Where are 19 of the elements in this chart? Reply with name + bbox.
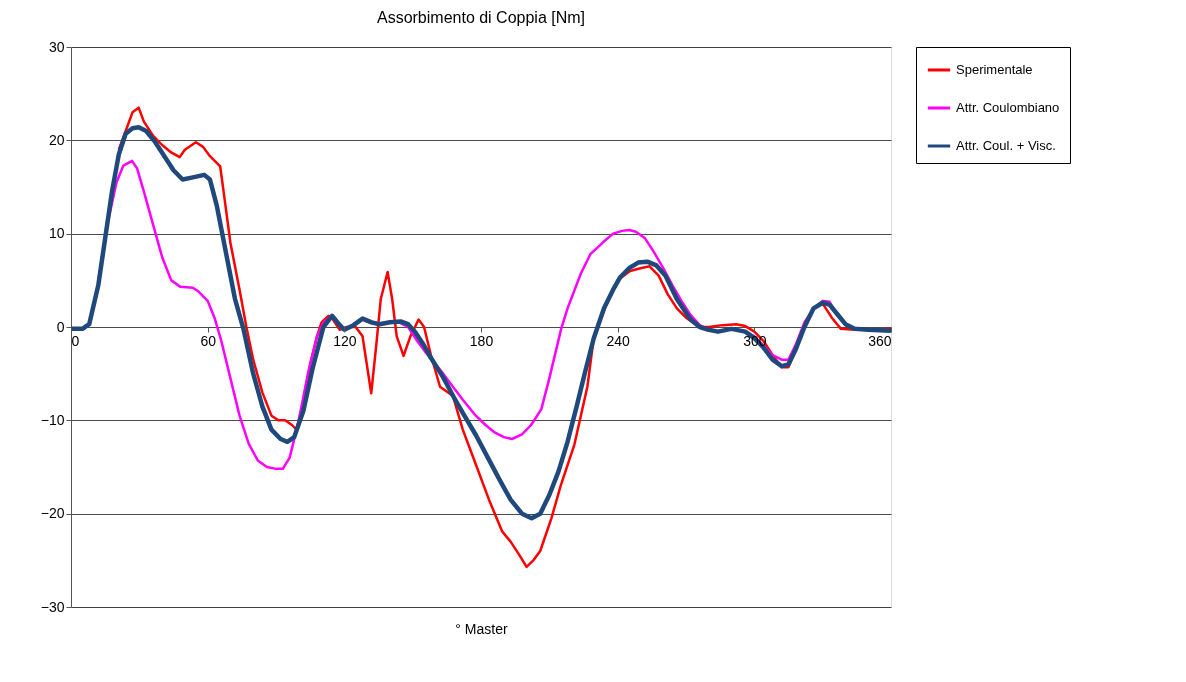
y-tick-label: 20 xyxy=(48,131,65,148)
x-tick-label: 180 xyxy=(469,332,494,349)
y-tick-label: 10 xyxy=(48,225,65,242)
x-tick-label: 0 xyxy=(71,332,80,349)
legend-label: Attr. Coulombiano xyxy=(956,100,1060,115)
y-tick-label: −10 xyxy=(40,411,65,428)
x-tick-label: 240 xyxy=(606,332,631,349)
y-tick-label: 0 xyxy=(56,318,65,335)
y-tick-label: 30 xyxy=(48,38,65,55)
x-tick-label: 120 xyxy=(333,332,357,349)
y-tick-label: −20 xyxy=(40,505,65,522)
x-tick-label: 60 xyxy=(200,332,217,349)
line-series xyxy=(71,125,891,521)
x-tick-label: 360 xyxy=(868,332,892,349)
x-axis-title: ° Master xyxy=(455,620,508,637)
y-tick-label: −30 xyxy=(40,598,65,615)
legend-label: Sperimentale xyxy=(956,62,1033,77)
legend-label: Attr. Coul. + Visc. xyxy=(956,138,1056,153)
chart-title: Assorbimento di Coppia [Nm] xyxy=(376,9,586,26)
